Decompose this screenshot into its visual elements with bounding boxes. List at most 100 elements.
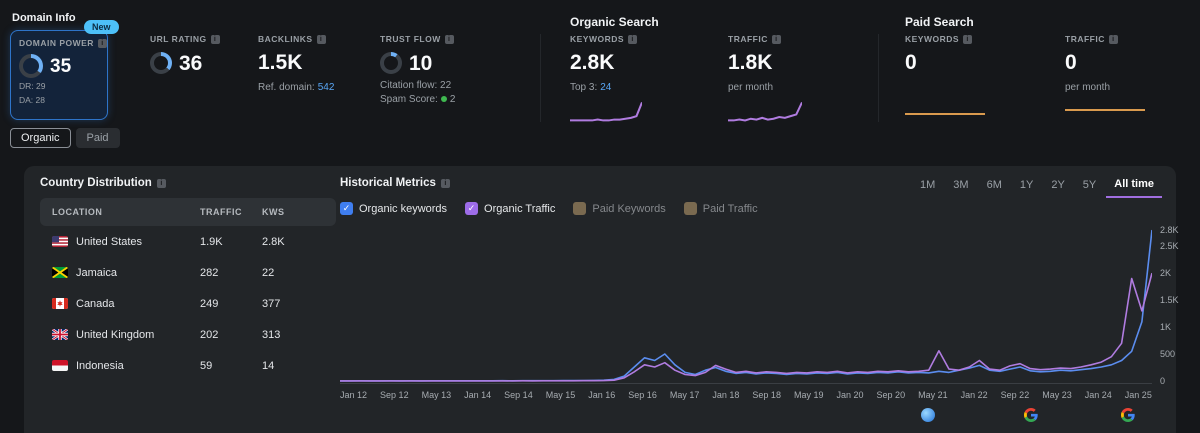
tab-paid[interactable]: Paid: [75, 128, 120, 148]
per-month-label: per month: [1065, 82, 1111, 93]
info-icon[interactable]: [444, 34, 454, 44]
tab-organic[interactable]: Organic: [10, 128, 71, 148]
per-month-label: per month: [728, 82, 774, 93]
table-header: LOCATION TRAFFIC KWS: [40, 198, 336, 226]
range-5y[interactable]: 5Y: [1082, 179, 1097, 191]
header-kws: KWS: [262, 207, 285, 217]
info-icon[interactable]: [628, 34, 638, 44]
range-1y[interactable]: 1Y: [1019, 179, 1034, 191]
ref-domain-value[interactable]: 542: [317, 82, 335, 93]
main-card: Country Distribution LOCATION TRAFFIC KW…: [24, 166, 1179, 433]
checkbox-icon[interactable]: [573, 202, 587, 215]
divider: [540, 34, 541, 122]
organic-traffic-sparkline: [728, 99, 802, 123]
url-rating-gauge-icon: [150, 52, 172, 74]
checkbox-icon[interactable]: [465, 202, 479, 215]
info-icon[interactable]: [963, 34, 973, 44]
paid-traffic-value: 0: [1065, 51, 1077, 74]
info-icon[interactable]: [210, 34, 220, 44]
google-icon[interactable]: [1023, 408, 1038, 422]
x-axis-label: Sep 16: [628, 390, 657, 400]
x-axis-label: May 21: [918, 390, 948, 400]
domain-power-card[interactable]: DOMAIN POWER 35 DR: 29 DA: 28: [10, 30, 108, 120]
info-icon[interactable]: [316, 34, 326, 44]
table-row[interactable]: Jamaica 282 22: [40, 257, 336, 288]
country-kws: 377: [262, 297, 281, 310]
legend-label: Paid Traffic: [702, 202, 758, 215]
checkbox-icon[interactable]: [683, 202, 697, 215]
top3-label: Top 3:: [570, 82, 598, 93]
trust-flow-label: TRUST FLOW: [380, 34, 441, 44]
x-axis: Jan 12 Sep 12 May 13 Jan 14 Sep 14 May 1…: [340, 390, 1152, 400]
x-axis-label: Sep 18: [752, 390, 781, 400]
legend-paid-keywords[interactable]: Paid Keywords: [573, 202, 666, 215]
top3-value[interactable]: 24: [600, 82, 612, 93]
x-axis-label: May 17: [669, 390, 700, 400]
paid-traffic-label: TRAFFIC: [1065, 34, 1105, 44]
country-distribution-title-text: Country Distribution: [40, 177, 152, 189]
historical-metrics-chart[interactable]: [340, 224, 1153, 384]
country-traffic: 249: [200, 297, 219, 310]
country-traffic: 1.9K: [200, 235, 223, 248]
table-row[interactable]: United States 1.9K 2.8K: [40, 226, 336, 257]
header-traffic: TRAFFIC: [200, 207, 242, 217]
range-2y[interactable]: 2Y: [1051, 179, 1065, 191]
info-icon[interactable]: [440, 178, 450, 188]
legend-organic-traffic[interactable]: Organic Traffic: [465, 202, 555, 215]
flag-canada-icon: [52, 298, 68, 309]
info-icon[interactable]: [1108, 34, 1118, 44]
country-distribution-title: Country Distribution: [40, 177, 166, 189]
legend-label: Organic keywords: [359, 202, 448, 215]
chart-legend: Organic keywords Organic Traffic Paid Ke…: [340, 202, 758, 215]
info-icon[interactable]: [156, 178, 166, 188]
header-location: LOCATION: [52, 207, 103, 217]
paid-traffic-sparkline: [1065, 97, 1145, 111]
paid-keywords-label: KEYWORDS: [905, 34, 960, 44]
legend-label: Organic Traffic: [484, 202, 556, 215]
spam-score-line: Spam Score: 2: [380, 94, 455, 105]
organic-traffic-value: 1.8K: [728, 51, 773, 74]
trust-flow-block: TRUST FLOW 10 Citation flow: 22 Spam Sco…: [380, 34, 455, 105]
update-marker-icon[interactable]: [920, 408, 935, 422]
organic-traffic-block: TRAFFIC 1.8K per month: [728, 34, 802, 123]
paid-keywords-value: 0: [905, 51, 917, 74]
y-axis-label: 1K: [1160, 322, 1172, 333]
url-rating-value: 36: [179, 51, 203, 75]
info-icon[interactable]: [771, 34, 781, 44]
x-axis-label: Jan 25: [1124, 390, 1152, 400]
range-3m[interactable]: 3M: [953, 179, 969, 191]
legend-paid-traffic[interactable]: Paid Traffic: [683, 202, 758, 215]
range-6m[interactable]: 6M: [986, 179, 1002, 191]
chart-event-markers: [340, 408, 1152, 424]
y-axis: 2.8K 2.5K 2K 1.5K 1K 500 0: [1156, 224, 1196, 386]
domain-power-label: DOMAIN POWER: [19, 38, 107, 48]
historical-metrics-title-text: Historical Metrics: [340, 177, 436, 189]
organic-traffic-label: TRAFFIC: [728, 34, 768, 44]
x-axis-label: May 15: [545, 390, 576, 400]
x-axis-label: Jan 12: [340, 390, 368, 400]
paid-traffic-block: TRAFFIC 0 per month: [1065, 34, 1145, 111]
table-row[interactable]: Indonesia 59 14: [40, 350, 336, 381]
country-name: United States: [76, 235, 143, 248]
range-all-time[interactable]: All time: [1106, 174, 1162, 198]
country-name: United Kingdom: [76, 328, 155, 341]
x-axis-label: Jan 14: [464, 390, 492, 400]
legend-label: Paid Keywords: [592, 202, 666, 215]
google-icon[interactable]: [1121, 408, 1135, 422]
table-row[interactable]: United Kingdom 202 313: [40, 319, 336, 350]
y-axis-label: 2K: [1160, 268, 1172, 279]
y-axis-label: 2.5K: [1160, 241, 1179, 252]
legend-organic-keywords[interactable]: Organic keywords: [340, 202, 447, 215]
country-name: Indonesia: [76, 359, 124, 372]
info-icon[interactable]: [97, 38, 107, 48]
backlinks-value: 1.5K: [258, 51, 303, 74]
table-row[interactable]: Canada 249 377: [40, 288, 336, 319]
flag-united-kingdom-icon: [52, 329, 68, 340]
spam-score-dot-icon: [440, 96, 447, 102]
x-axis-label: Jan 22: [960, 390, 988, 400]
backlinks-block: BACKLINKS 1.5K Ref. domain:542: [258, 34, 334, 93]
paid-search-title: Paid Search: [905, 15, 974, 29]
y-axis-label: 2.8K: [1160, 225, 1179, 235]
range-1m[interactable]: 1M: [920, 179, 936, 191]
checkbox-icon[interactable]: [340, 202, 353, 215]
